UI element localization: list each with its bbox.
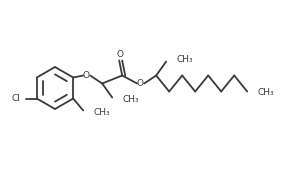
Text: CH₃: CH₃ [122,95,139,104]
Text: CH₃: CH₃ [176,55,193,64]
Text: CH₃: CH₃ [93,108,110,117]
Text: CH₃: CH₃ [257,88,274,97]
Text: Cl: Cl [12,94,21,103]
Text: O: O [137,79,144,88]
Text: O: O [83,71,90,80]
Text: O: O [117,50,124,59]
